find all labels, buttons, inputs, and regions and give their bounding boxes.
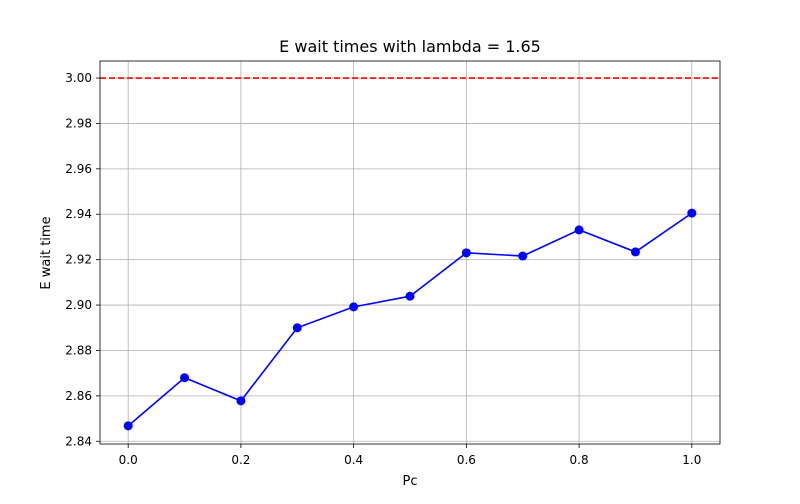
axes: 0.0 0.2 0.4 0.6 0.8 1.0 2.84 2.86 2.88 2.90 2.92 2.… — [65, 71, 701, 467]
data-point — [180, 373, 190, 383]
x-tick-label: 0.8 — [570, 453, 589, 467]
data-point — [518, 251, 528, 261]
data-point — [630, 247, 640, 257]
y-tick-label: 2.92 — [65, 253, 92, 267]
data-point — [405, 291, 415, 301]
y-tick-label: 2.90 — [65, 298, 92, 312]
x-tick-label: 0.0 — [119, 453, 138, 467]
y-axis-label: E wait time — [39, 216, 54, 289]
x-tick-label: 0.2 — [231, 453, 250, 467]
y-tick-label: 2.88 — [65, 343, 92, 357]
y-tick-label: 2.84 — [65, 434, 92, 448]
y-tick-label: 3.00 — [65, 71, 92, 85]
data-point — [574, 225, 584, 235]
x-tick-label: 0.6 — [457, 453, 476, 467]
data-point — [349, 302, 359, 312]
x-tick-label: 1.0 — [682, 453, 701, 467]
plot-area — [100, 77, 720, 431]
data-point — [687, 208, 697, 218]
y-tick-label: 2.96 — [65, 162, 92, 176]
x-axis-label: Pc — [403, 474, 418, 489]
x-tick-label: 0.4 — [344, 453, 363, 467]
plot-frame — [99, 60, 721, 445]
data-point — [461, 248, 471, 258]
y-tick-label: 2.98 — [65, 116, 92, 130]
data-point — [236, 396, 246, 406]
y-tick-label: 2.86 — [65, 389, 92, 403]
chart-title: E wait times with lambda = 1.65 — [279, 37, 541, 56]
data-point — [123, 421, 133, 431]
y-tick-label: 2.94 — [65, 207, 92, 221]
grid — [100, 61, 720, 444]
data-point — [292, 323, 302, 333]
